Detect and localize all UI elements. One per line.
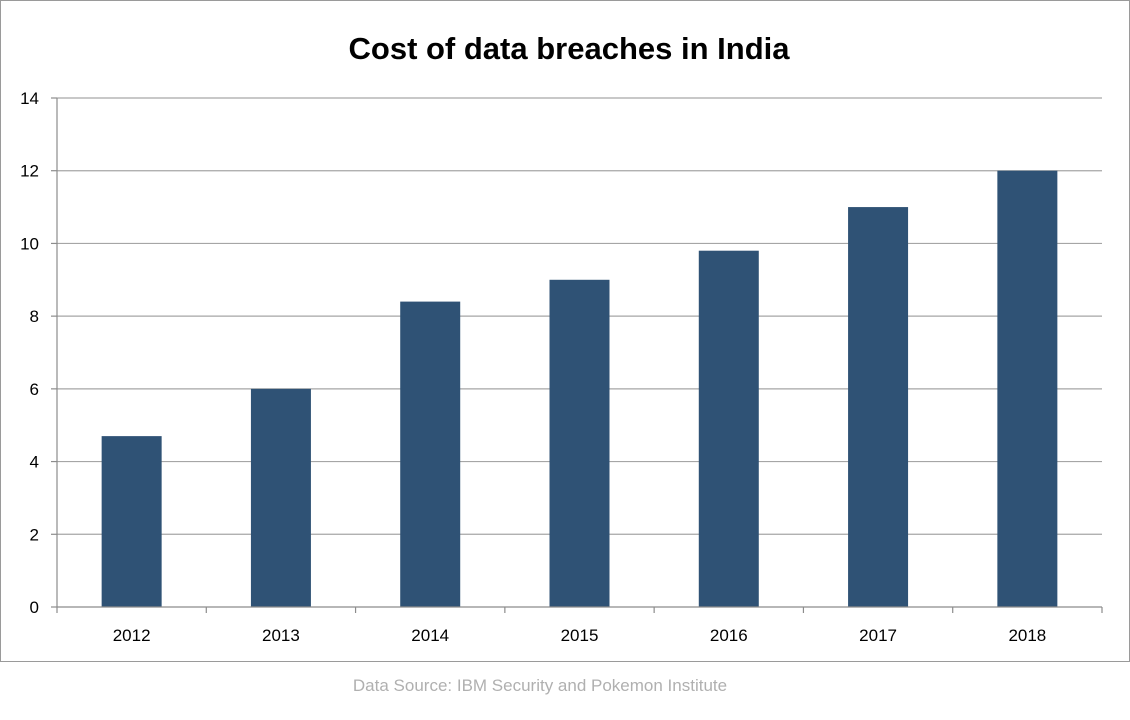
bar-2018 <box>997 170 1058 607</box>
y-tick-label: 2 <box>30 525 39 544</box>
y-tick-label: 4 <box>30 453 39 472</box>
bar-2014 <box>400 301 461 607</box>
x-tick-label: 2013 <box>262 626 300 645</box>
y-axis-ticks: 0 2 4 6 8 10 12 14 <box>20 89 39 617</box>
y-tick-label: 0 <box>30 598 39 617</box>
x-tick-label: 2014 <box>411 626 449 645</box>
y-tick-label: 14 <box>20 89 39 108</box>
x-axis-ticks: 2012 2013 2014 2015 2016 2017 2018 <box>113 626 1047 645</box>
bar-2013 <box>250 388 311 607</box>
y-tick-label: 6 <box>30 380 39 399</box>
data-source-note: Data Source: IBM Security and Pokemon In… <box>352 676 728 695</box>
bar-2017 <box>848 207 909 608</box>
bar-2012 <box>101 436 162 607</box>
bar-chart: Cost of data breaches in India 0 2 4 6 8 10 12… <box>20 31 1103 645</box>
x-tick-label: 2018 <box>1008 626 1046 645</box>
bar-2016 <box>698 250 759 607</box>
bars <box>101 170 1058 608</box>
chart-frame: Cost of data breaches in India 0 2 4 6 8 10 12… <box>0 0 1130 662</box>
x-tick-label: 2012 <box>113 626 151 645</box>
y-tick-label: 12 <box>20 162 39 181</box>
y-tick-label: 10 <box>20 234 39 253</box>
x-tick-label: 2016 <box>710 626 748 645</box>
chart-title: Cost of data breaches in India <box>349 31 791 66</box>
x-tick-label: 2017 <box>859 626 897 645</box>
axes <box>51 97 1103 613</box>
x-tick-label: 2015 <box>561 626 599 645</box>
bar-2015 <box>549 279 610 607</box>
y-tick-label: 8 <box>30 307 39 326</box>
